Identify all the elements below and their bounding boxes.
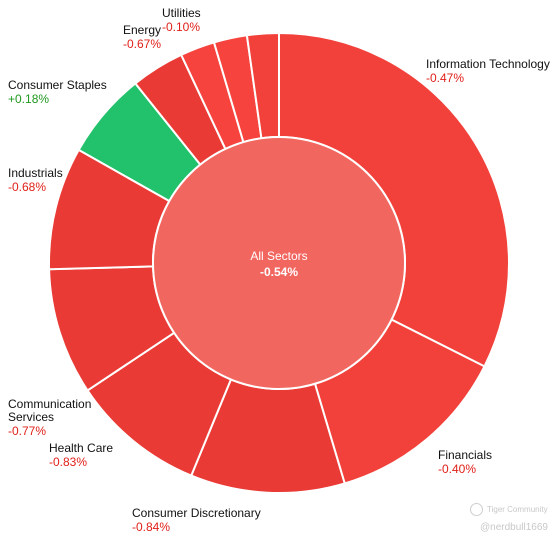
label-value-consumer-discretionary: -0.84% [132,520,170,534]
label-name-industrials: Industrials [8,166,63,180]
center-value: -0.54% [260,265,298,279]
label-value-industrials: -0.68% [8,180,46,194]
tiger-logo-icon [470,503,483,516]
label-name-communication-services-0: Communication [8,397,91,411]
label-name-health-care: Health Care [49,441,113,455]
label-name-energy: Energy [123,23,161,37]
label-name-utilities: Utilities [162,6,201,20]
label-value-utilities: -0.10% [162,20,200,34]
label-value-energy: -0.67% [123,37,161,51]
watermark-user: @nerdbull1669 [480,522,548,533]
center-group: All Sectors -0.54% [152,136,406,390]
label-name-consumer-staples: Consumer Staples [8,78,107,92]
label-name-information-technology: Information Technology [426,57,550,71]
label-value-communication-services: -0.77% [8,424,46,438]
label-value-financials: -0.40% [438,462,476,476]
label-name-financials: Financials [438,448,492,462]
label-value-consumer-staples: +0.18% [8,92,49,106]
label-name-communication-services-1: Services [8,410,54,424]
center-circle[interactable] [152,136,406,390]
label-name-consumer-discretionary: Consumer Discretionary [132,506,261,520]
center-label: All Sectors [250,249,307,263]
slices-group [48,31,510,494]
labels-group: Information Technology-0.47%Financials-0… [8,6,550,534]
label-value-information-technology: -0.47% [426,71,464,85]
label-value-health-care: -0.83% [49,455,87,469]
watermark-brand-text: Tiger Community [487,505,548,514]
watermark-brand: Tiger Community [470,503,548,516]
